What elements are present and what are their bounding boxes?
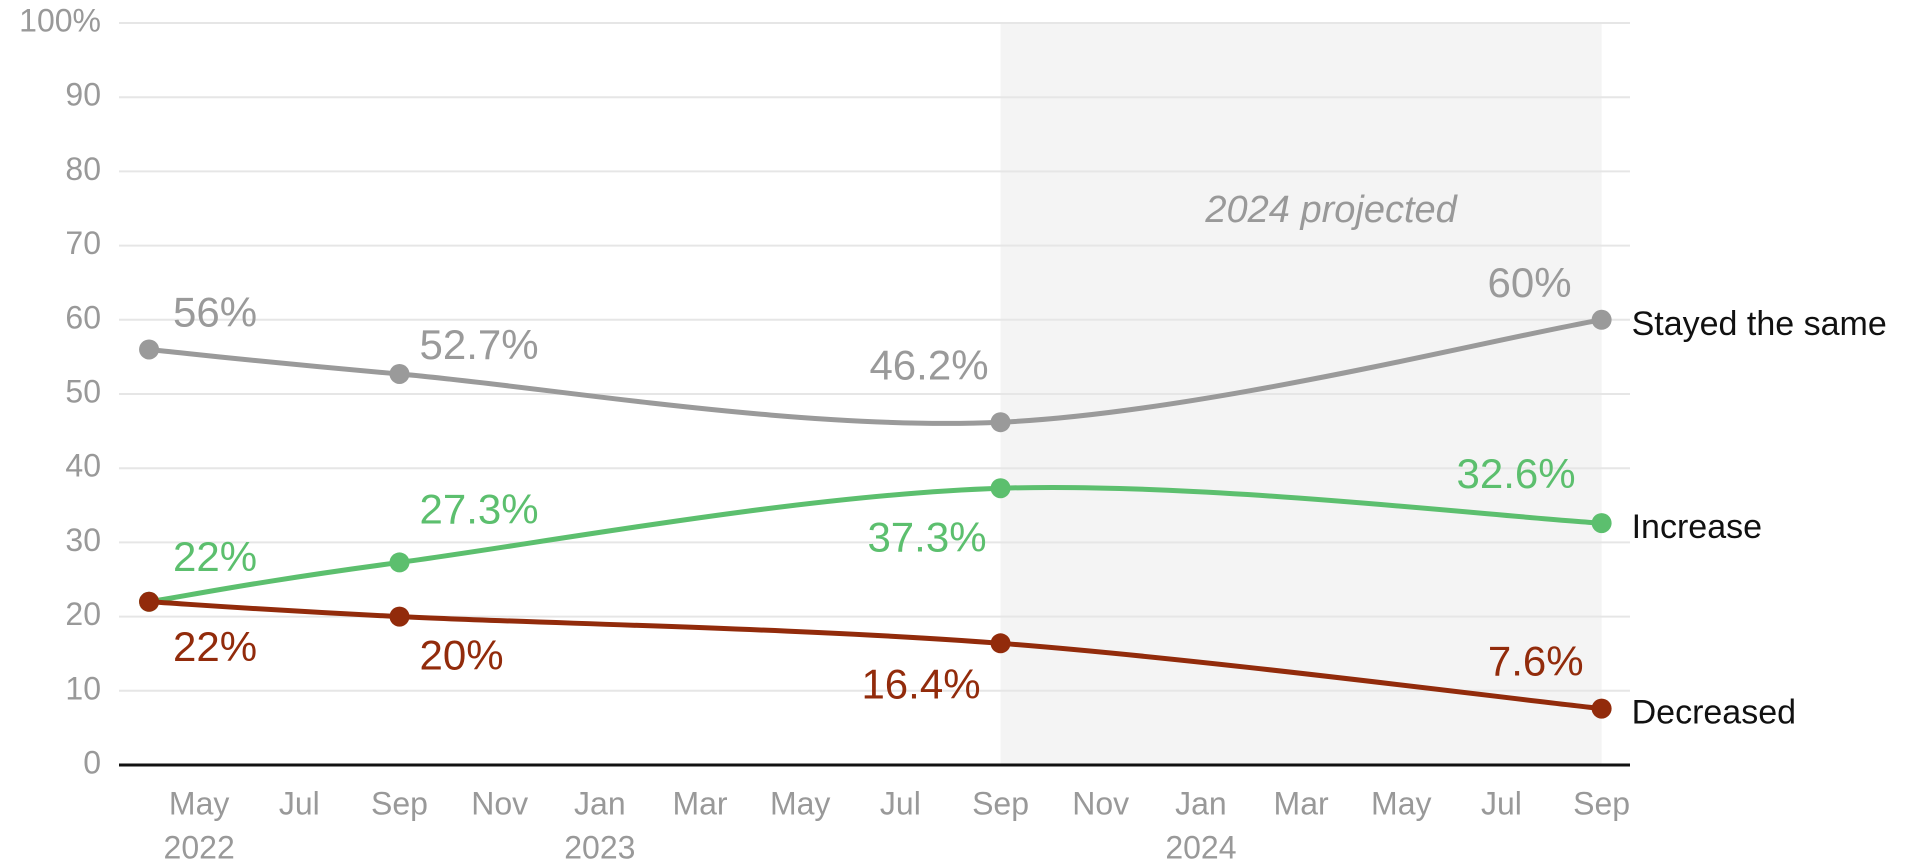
x-tick-label: Sep	[972, 785, 1029, 821]
y-tick-label: 70	[65, 225, 101, 261]
value-label: 56%	[173, 289, 257, 336]
value-label: 16.4%	[861, 660, 980, 707]
series-name: Increase	[1632, 508, 1762, 546]
y-tick-label: 10	[65, 670, 101, 706]
x-tick-label: Jan	[1175, 785, 1227, 821]
projected-label: 2024 projected	[1204, 189, 1458, 231]
data-point	[990, 412, 1011, 433]
x-year-label: 2022	[164, 829, 235, 864]
data-point	[1591, 309, 1612, 330]
y-tick-label: 90	[65, 77, 101, 113]
series-line	[148, 484, 1602, 605]
data-point	[389, 363, 410, 384]
series-name: Decreased	[1632, 694, 1796, 732]
x-tick-label: Mar	[672, 785, 727, 821]
series-name: Stayed the same	[1632, 305, 1887, 343]
x-tick-label: Sep	[371, 785, 428, 821]
x-tick-label: May	[770, 785, 830, 821]
series-line	[148, 599, 1602, 712]
data-point	[1591, 513, 1612, 534]
data-point	[389, 552, 410, 573]
y-tick-label: 80	[65, 151, 101, 187]
value-label: 32.6%	[1457, 450, 1576, 497]
x-tick-label: May	[169, 785, 229, 821]
x-tick-label: Sep	[1573, 785, 1630, 821]
x-year-label: 2024	[1165, 829, 1236, 864]
x-tick-label: Nov	[471, 785, 528, 821]
y-tick-label: 40	[65, 448, 101, 484]
x-tick-label: Nov	[1072, 785, 1129, 821]
data-point	[139, 339, 160, 360]
data-point	[139, 591, 160, 612]
x-tick-label: Jul	[880, 785, 921, 821]
x-tick-label: Jul	[279, 785, 320, 821]
x-tick-label: Jul	[1481, 785, 1522, 821]
series-line	[148, 317, 1603, 426]
data-point	[990, 478, 1011, 499]
data-point	[990, 633, 1011, 654]
y-tick-label: 100%	[19, 2, 101, 38]
value-label: 46.2%	[869, 341, 988, 388]
value-label: 7.6%	[1488, 638, 1584, 685]
y-tick-label: 30	[65, 522, 101, 558]
value-label: 37.3%	[867, 513, 986, 560]
x-tick-label: May	[1371, 785, 1431, 821]
y-tick-label: 60	[65, 299, 101, 335]
y-tick-label: 50	[65, 373, 101, 409]
value-label: 27.3%	[419, 486, 538, 533]
x-tick-label: Jan	[574, 785, 626, 821]
data-point	[389, 606, 410, 627]
y-tick-label: 0	[83, 744, 101, 780]
value-label: 22%	[173, 533, 257, 580]
value-label: 60%	[1488, 259, 1572, 306]
y-tick-label: 20	[65, 596, 101, 632]
data-point	[1591, 698, 1612, 719]
x-year-label: 2023	[564, 829, 635, 864]
value-label: 52.7%	[419, 321, 538, 368]
value-label: 22%	[173, 623, 257, 670]
value-label: 20%	[419, 632, 503, 679]
x-tick-label: Mar	[1274, 785, 1329, 821]
